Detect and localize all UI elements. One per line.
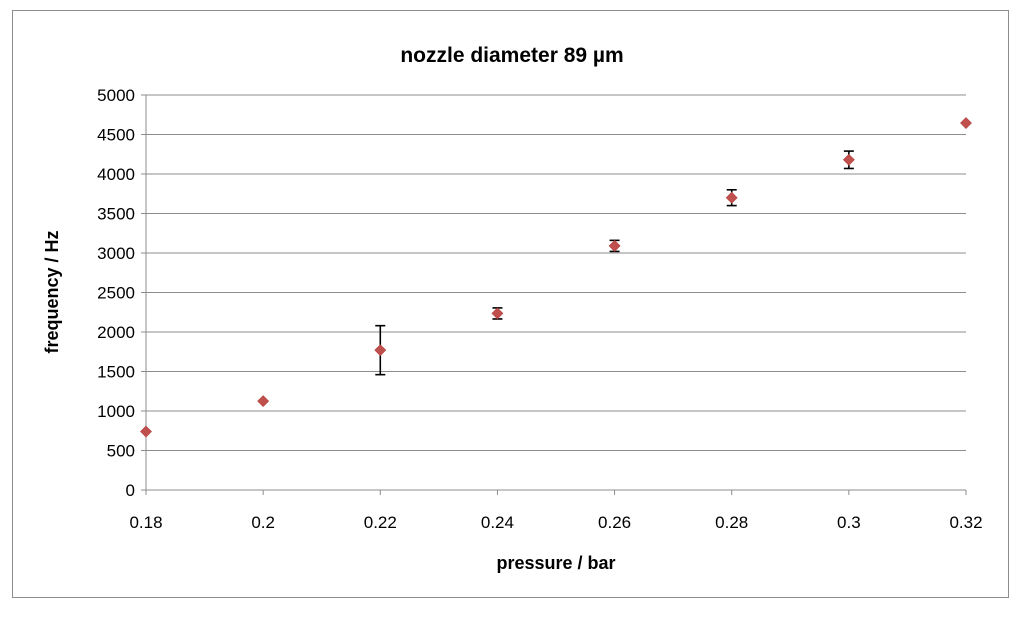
error-bars bbox=[375, 150, 854, 376]
x-tick-label-3: 0.24 bbox=[481, 513, 514, 532]
y-tick-label-7: 3500 bbox=[97, 205, 135, 224]
gridlines bbox=[146, 94, 966, 451]
tick-labels: 0 500 1000 1500 2000 2500 3000 3500 4000 4500 5000… bbox=[97, 86, 982, 532]
x-tick-label-4: 0.26 bbox=[598, 513, 631, 532]
y-tick-label-10: 5000 bbox=[97, 86, 135, 105]
data-point-7 bbox=[960, 117, 972, 129]
y-tick-label-2: 1000 bbox=[97, 402, 135, 421]
y-tick-label-6: 3000 bbox=[97, 244, 135, 263]
data-points bbox=[140, 117, 972, 438]
data-point-1 bbox=[257, 395, 270, 408]
data-point-0 bbox=[140, 425, 152, 438]
y-tick-label-8: 4000 bbox=[97, 165, 135, 184]
chart-title: nozzle diameter 89 µm bbox=[400, 44, 623, 67]
y-axis-title: frequency / Hz bbox=[42, 230, 62, 353]
y-tick-label-9: 4500 bbox=[97, 126, 135, 145]
x-tick-label-6: 0.3 bbox=[837, 513, 861, 532]
y-tick-label-1: 500 bbox=[107, 442, 135, 461]
y-tick-label-4: 2000 bbox=[97, 323, 135, 342]
x-tick-label-2: 0.22 bbox=[364, 513, 397, 532]
data-point-2 bbox=[374, 344, 387, 357]
data-point-3 bbox=[491, 307, 504, 320]
x-axis-title: pressure / bar bbox=[496, 553, 615, 573]
data-point-5 bbox=[725, 191, 738, 204]
chart-frame bbox=[12, 10, 1009, 598]
axes bbox=[141, 94, 967, 495]
x-tick-label-7: 0.32 bbox=[949, 513, 982, 532]
data-point-4 bbox=[608, 239, 621, 252]
data-point-6 bbox=[842, 153, 855, 166]
y-tick-label-0: 0 bbox=[126, 481, 135, 500]
x-tick-label-0: 0.18 bbox=[129, 513, 162, 532]
x-tick-label-1: 0.2 bbox=[251, 513, 275, 532]
y-tick-label-3: 1500 bbox=[97, 363, 135, 382]
y-tick-label-5: 2500 bbox=[97, 284, 135, 303]
x-tick-label-5: 0.28 bbox=[715, 513, 748, 532]
